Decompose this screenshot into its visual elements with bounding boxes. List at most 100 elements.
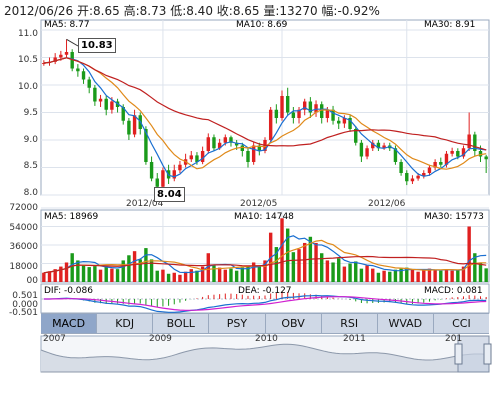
quote-header: 2012/06/26 开:8.65 高:8.73 低:8.40 收:8.65 量… — [4, 2, 380, 19]
volume-bar — [405, 267, 409, 282]
volume-bar — [234, 270, 239, 282]
price-y-tick: 8.0 — [23, 188, 38, 198]
nav-year: 2010 — [255, 334, 278, 344]
candle-body — [473, 134, 477, 151]
quote-close: 收:8.65 — [216, 4, 260, 18]
candle-body — [246, 151, 250, 162]
macd-dif-label: DIF: -0.086 — [44, 286, 93, 296]
candle-body — [427, 167, 432, 173]
price-x-tick: 2012/05 — [240, 199, 278, 209]
volume-bar — [81, 265, 86, 282]
volume-ma30-label: MA30: 15773 — [424, 212, 484, 222]
tab-obv[interactable]: OBV — [266, 314, 322, 333]
macd-y-tick: -0.501 — [8, 308, 38, 318]
tab-rsi[interactable]: RSI — [322, 314, 378, 333]
volume-y-tick: 18000 — [9, 262, 38, 272]
volume-y-tick: 36000 — [9, 242, 38, 252]
volume-bar — [217, 267, 222, 282]
candle-body — [433, 162, 437, 168]
candle-body — [302, 101, 307, 110]
volume-bar — [183, 271, 188, 282]
candle-body — [337, 120, 341, 124]
volume-bar — [59, 266, 63, 282]
volume-bar — [427, 268, 432, 282]
volume-bar — [302, 242, 307, 282]
volume-bar — [439, 270, 443, 282]
candle-body — [217, 142, 222, 149]
candle-body — [59, 54, 63, 58]
candle-body — [42, 63, 46, 64]
max-price-callout: 10.83 — [78, 38, 116, 53]
candle-body — [331, 109, 335, 121]
volume-bar — [274, 247, 279, 282]
volume-bar — [314, 242, 318, 282]
volume-bar — [121, 260, 125, 282]
candle-body — [325, 109, 330, 118]
candle-body — [172, 170, 176, 179]
volume-bar — [393, 269, 398, 282]
candle-body — [110, 101, 114, 110]
quote-volume: 量:13270 — [263, 4, 318, 18]
price-ma10-line — [43, 57, 487, 170]
volume-bar — [348, 263, 352, 282]
candle-body — [229, 137, 233, 143]
volume-bar — [144, 248, 148, 282]
price-y-tick: 10.0 — [17, 82, 38, 92]
tab-boll[interactable]: BOLL — [153, 314, 210, 333]
candle-body — [450, 151, 454, 154]
tab-cci[interactable]: CCI — [452, 317, 471, 330]
volume-bar — [172, 272, 176, 282]
candle-body — [240, 145, 245, 151]
volume-bar — [478, 262, 483, 282]
price-x-tick: 2012/06 — [368, 199, 406, 209]
volume-bar — [467, 226, 471, 282]
volume-bar — [354, 261, 358, 282]
candle-body — [189, 155, 193, 160]
volume-bar — [263, 260, 267, 282]
volume-ma10-line — [43, 239, 487, 274]
candle-body — [422, 173, 426, 176]
volume-bar — [110, 268, 114, 282]
candle-body — [371, 142, 375, 149]
volume-bar — [473, 253, 477, 282]
candle-body — [320, 104, 324, 118]
candle-body — [178, 164, 182, 171]
candle-body — [132, 115, 137, 135]
price-ma10-label: MA10: 8.69 — [236, 20, 288, 30]
volume-bar — [155, 270, 159, 282]
volume-bar — [337, 258, 341, 282]
candle-body — [342, 118, 347, 124]
candle-body — [444, 153, 449, 165]
volume-bar — [229, 268, 233, 282]
candle-body — [64, 52, 69, 55]
volume-bar — [280, 218, 284, 282]
candle-body — [359, 142, 364, 157]
volume-bar — [416, 271, 420, 282]
candle-body — [257, 145, 262, 151]
min-price-callout: 8.04 — [154, 187, 185, 202]
tab-macd[interactable]: MACD — [41, 314, 98, 333]
tab-psy[interactable]: PSY — [209, 314, 266, 333]
candle-body — [354, 129, 358, 143]
volume-bar — [297, 249, 301, 282]
tab-wvad[interactable]: WVAD — [378, 314, 434, 333]
nav-year: 2009 — [149, 334, 172, 344]
nav-year: 2007 — [43, 334, 66, 344]
volume-bar — [42, 272, 46, 282]
candle-body — [268, 109, 273, 140]
candle-body — [484, 156, 488, 160]
tab-kdj[interactable]: KDJ — [97, 314, 154, 333]
volume-bar — [93, 266, 97, 282]
candle-body — [155, 178, 159, 187]
volume-bar — [178, 274, 182, 282]
volume-bar — [456, 269, 460, 282]
volume-bar — [422, 269, 426, 282]
candle-body — [223, 137, 228, 143]
volume-bar — [189, 269, 193, 282]
price-y-tick: 11.0 — [17, 29, 38, 39]
volume-bar — [76, 260, 80, 282]
candle-body — [308, 101, 313, 113]
price-y-tick: 9.5 — [23, 108, 38, 118]
candle-body — [467, 134, 471, 149]
